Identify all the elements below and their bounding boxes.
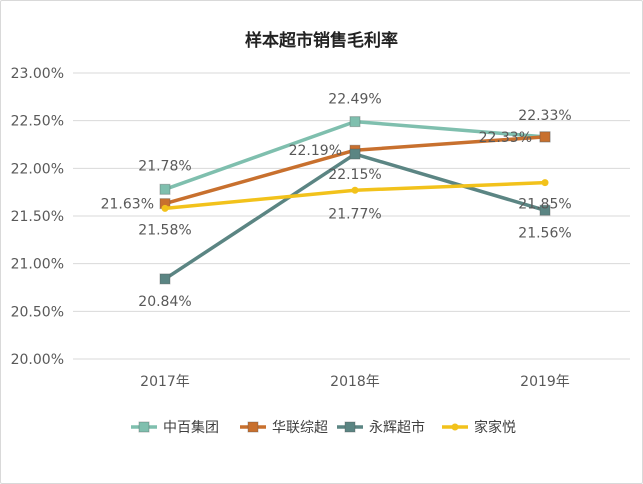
gridlines <box>73 72 630 360</box>
y-tick-label: 20.00% <box>11 352 64 368</box>
x-tick-label: 2017年 <box>140 374 190 390</box>
data-label: 22.15% <box>328 167 381 183</box>
legend-label: 华联综超 <box>272 420 328 436</box>
x-tick-label: 2018年 <box>330 374 380 390</box>
data-point-marker <box>349 148 361 160</box>
y-tick-label: 22.00% <box>11 161 64 177</box>
data-point-marker <box>349 116 361 128</box>
data-point-marker <box>351 186 359 194</box>
data-label: 21.58% <box>138 222 191 238</box>
y-tick-label: 20.50% <box>11 304 64 320</box>
data-point-marker <box>539 204 551 216</box>
legend-label: 家家悦 <box>474 419 516 436</box>
chart-title: 样本超市销售毛利率 <box>245 31 398 51</box>
data-point-marker <box>159 183 171 195</box>
data-label: 21.78% <box>138 158 191 174</box>
y-axis-ticks: 20.00% 20.50% 21.00% 21.50% 22.00% 22.50% 23.0… <box>11 66 64 368</box>
x-axis-ticks: 2017年 2018年 2019年 <box>140 374 570 390</box>
legend-label: 永辉超市 <box>369 419 425 436</box>
data-point-marker <box>539 131 551 143</box>
data-label: 21.77% <box>328 206 381 222</box>
y-tick-label: 22.50% <box>11 114 64 130</box>
x-tick-label: 2019年 <box>520 374 570 390</box>
y-tick-label: 21.50% <box>11 209 64 225</box>
data-label: 21.63% <box>101 197 154 213</box>
y-tick-label: 21.00% <box>11 257 64 273</box>
legend-marker <box>344 421 356 433</box>
legend-marker <box>138 421 150 433</box>
data-label: 21.85% <box>518 197 571 213</box>
data-label: 22.33% <box>479 130 532 146</box>
data-point-marker <box>161 204 169 212</box>
data-label: 21.56% <box>518 225 571 241</box>
data-point-marker <box>541 179 549 187</box>
legend: 中百集团 华联综超 永辉超市 家家悦 <box>131 419 516 436</box>
data-label: 20.84% <box>138 294 191 310</box>
y-tick-label: 23.00% <box>11 66 64 82</box>
legend-marker <box>451 423 459 431</box>
data-label: 22.33% <box>518 108 571 124</box>
legend-label: 中百集团 <box>163 419 219 436</box>
data-labels: 21.78% 22.49% 22.33% 21.63% 22.19% 22.33% 20.8… <box>101 92 572 310</box>
legend-marker <box>247 421 259 433</box>
data-label: 22.49% <box>328 92 381 108</box>
data-label: 22.19% <box>289 143 342 159</box>
series-lines <box>159 116 551 285</box>
data-point-marker <box>159 273 171 285</box>
